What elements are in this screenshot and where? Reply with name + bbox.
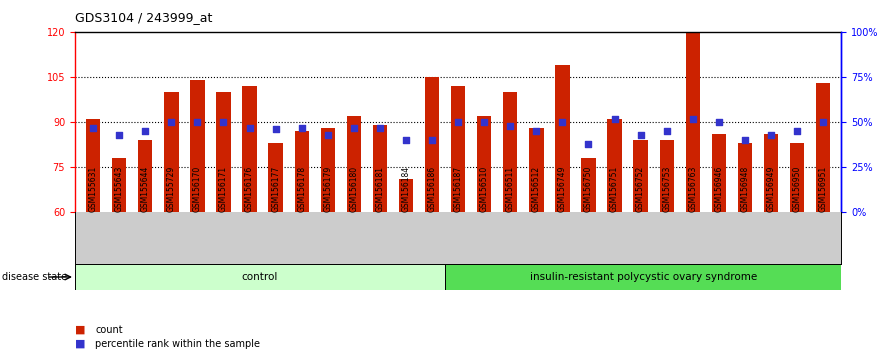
Point bbox=[217, 119, 231, 125]
Bar bbox=[346, 116, 361, 212]
Point bbox=[685, 116, 700, 121]
Point bbox=[790, 128, 804, 134]
Bar bbox=[321, 128, 335, 212]
Point bbox=[816, 119, 830, 125]
Point bbox=[633, 132, 648, 138]
Point bbox=[529, 128, 544, 134]
Point bbox=[608, 116, 622, 121]
Bar bbox=[399, 179, 413, 212]
Bar bbox=[86, 119, 100, 212]
Bar bbox=[190, 80, 204, 212]
Point bbox=[164, 119, 178, 125]
Point bbox=[86, 125, 100, 130]
Point bbox=[138, 128, 152, 134]
Bar bbox=[451, 86, 465, 212]
Point bbox=[269, 126, 283, 132]
Bar bbox=[477, 116, 492, 212]
Bar bbox=[112, 158, 126, 212]
Point bbox=[190, 119, 204, 125]
Point bbox=[242, 125, 256, 130]
Text: GDS3104 / 243999_at: GDS3104 / 243999_at bbox=[75, 11, 212, 24]
Bar bbox=[607, 119, 622, 212]
Bar bbox=[294, 131, 309, 212]
Bar bbox=[529, 128, 544, 212]
Point bbox=[321, 132, 335, 138]
Bar bbox=[217, 92, 231, 212]
Point bbox=[399, 137, 413, 143]
Bar bbox=[269, 143, 283, 212]
Point bbox=[581, 141, 596, 147]
Point bbox=[373, 125, 387, 130]
Point bbox=[555, 119, 569, 125]
Bar bbox=[138, 140, 152, 212]
Point bbox=[660, 128, 674, 134]
FancyBboxPatch shape bbox=[75, 264, 445, 290]
Point bbox=[347, 125, 361, 130]
Text: ■: ■ bbox=[75, 339, 85, 349]
Point bbox=[478, 119, 492, 125]
Text: percentile rank within the sample: percentile rank within the sample bbox=[95, 339, 260, 349]
Point bbox=[112, 132, 126, 138]
Point bbox=[738, 137, 752, 143]
Bar bbox=[660, 140, 674, 212]
Point bbox=[712, 119, 726, 125]
Point bbox=[425, 137, 439, 143]
Bar bbox=[555, 65, 570, 212]
Bar bbox=[373, 125, 387, 212]
Bar bbox=[790, 143, 804, 212]
Bar bbox=[425, 77, 440, 212]
Bar bbox=[737, 143, 752, 212]
Text: disease state: disease state bbox=[2, 272, 67, 282]
Bar bbox=[764, 134, 778, 212]
Bar bbox=[164, 92, 179, 212]
Bar bbox=[633, 140, 648, 212]
Bar bbox=[503, 92, 517, 212]
Bar bbox=[242, 86, 256, 212]
Bar bbox=[816, 83, 830, 212]
Point bbox=[503, 123, 517, 129]
Bar bbox=[581, 158, 596, 212]
Text: count: count bbox=[95, 325, 122, 335]
Bar bbox=[712, 134, 726, 212]
FancyBboxPatch shape bbox=[445, 264, 841, 290]
Point bbox=[764, 132, 778, 138]
Text: insulin-resistant polycystic ovary syndrome: insulin-resistant polycystic ovary syndr… bbox=[529, 272, 757, 282]
Point bbox=[294, 125, 308, 130]
Bar bbox=[685, 32, 700, 212]
Text: ■: ■ bbox=[75, 325, 85, 335]
Text: control: control bbox=[241, 272, 278, 282]
Point bbox=[451, 119, 465, 125]
